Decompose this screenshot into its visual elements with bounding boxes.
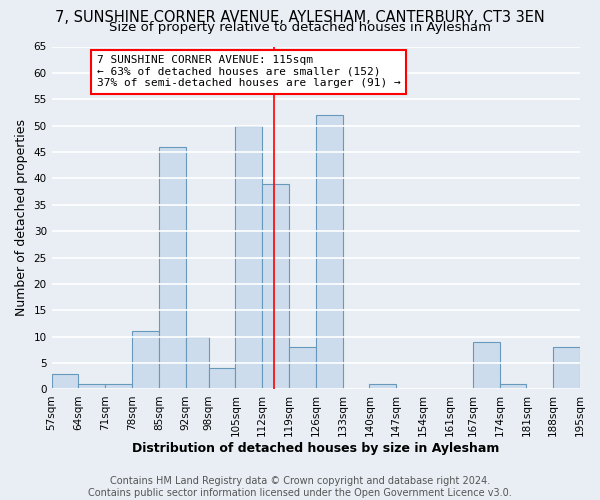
X-axis label: Distribution of detached houses by size in Aylesham: Distribution of detached houses by size … <box>132 442 500 455</box>
Bar <box>159 146 185 390</box>
Text: Size of property relative to detached houses in Aylesham: Size of property relative to detached ho… <box>109 22 491 35</box>
Bar <box>52 374 79 390</box>
Bar <box>473 342 500 390</box>
Bar <box>289 347 316 390</box>
Text: Contains HM Land Registry data © Crown copyright and database right 2024.
Contai: Contains HM Land Registry data © Crown c… <box>88 476 512 498</box>
Bar <box>185 336 209 390</box>
Bar <box>132 332 159 390</box>
Bar <box>370 384 396 390</box>
Bar <box>316 115 343 390</box>
Bar <box>500 384 526 390</box>
Bar <box>105 384 132 390</box>
Y-axis label: Number of detached properties: Number of detached properties <box>15 120 28 316</box>
Text: 7 SUNSHINE CORNER AVENUE: 115sqm
← 63% of detached houses are smaller (152)
37% : 7 SUNSHINE CORNER AVENUE: 115sqm ← 63% o… <box>97 55 400 88</box>
Bar <box>553 347 580 390</box>
Bar <box>235 126 262 390</box>
Text: 7, SUNSHINE CORNER AVENUE, AYLESHAM, CANTERBURY, CT3 3EN: 7, SUNSHINE CORNER AVENUE, AYLESHAM, CAN… <box>55 10 545 25</box>
Bar <box>209 368 235 390</box>
Bar <box>79 384 105 390</box>
Bar <box>262 184 289 390</box>
